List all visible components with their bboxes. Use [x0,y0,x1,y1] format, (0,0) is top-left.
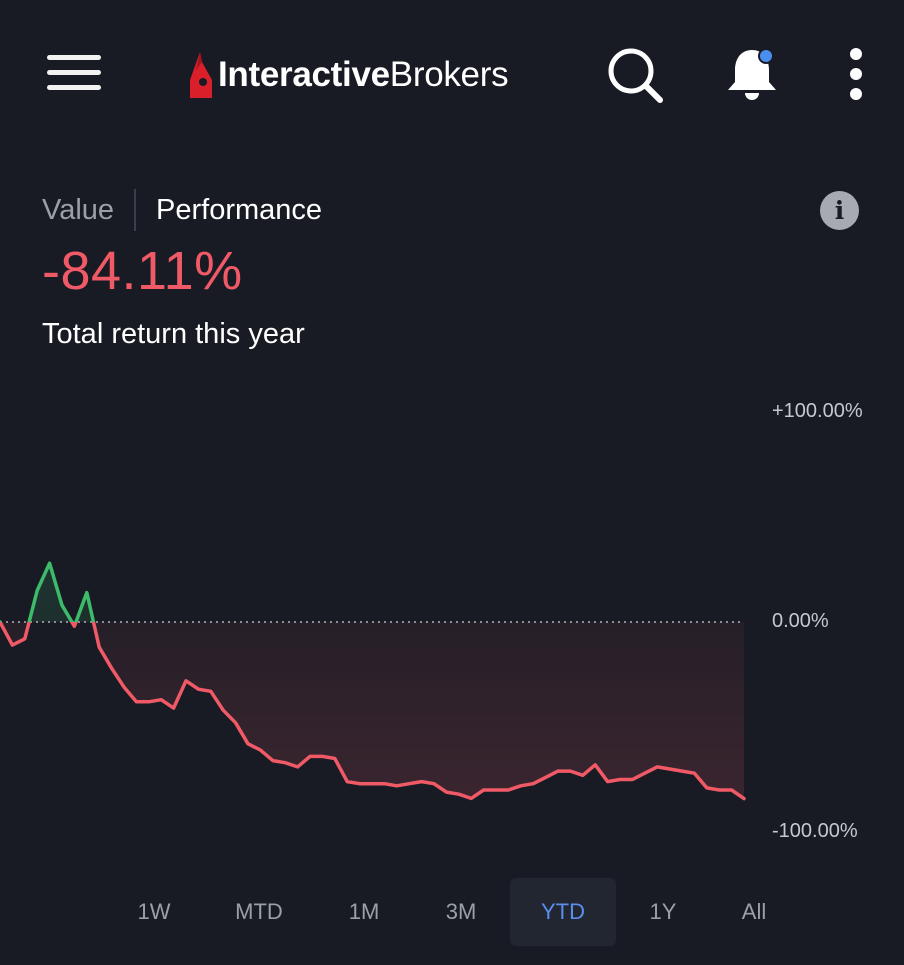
tab-performance[interactable]: Performance [156,193,323,226]
y-tick-label: +100.00% [772,400,863,422]
logo-bold-text: Interactive [218,55,390,94]
y-tick-label: -100.00% [772,820,858,842]
performance-chart[interactable]: +100.00% 0.00% -100.00% [0,390,904,865]
value-performance-toggle: Value Performance [42,188,322,232]
range-button-1y[interactable]: 1Y [649,899,677,924]
search-button[interactable] [604,44,666,106]
negative-area-fill [0,622,744,799]
series-line-negative [0,622,746,801]
interactive-brokers-logo: InteractiveBrokers [186,50,509,100]
range-button-3m[interactable]: 3M [445,899,477,924]
search-icon [608,48,663,103]
performance-line-chart[interactable] [0,390,904,860]
ib-logo-mark-icon [190,52,212,98]
range-button-1m[interactable]: 1M [348,899,380,924]
logo-regular-text: Brokers [389,55,509,94]
tab-value[interactable]: Value [42,193,115,226]
y-tick-label: 0.00% [772,610,829,632]
time-range-selector: 1W MTD 1M 3M YTD 1Y All [0,878,904,946]
range-button-1w[interactable]: 1W [137,899,171,924]
more-options-button[interactable] [836,44,876,106]
top-app-bar: InteractiveBrokers [0,0,904,150]
logo-wordmark: InteractiveBrokers [218,55,509,95]
range-button-mtd[interactable]: MTD [235,899,283,924]
info-icon[interactable]: i [820,191,859,230]
more-vertical-icon [850,48,862,100]
range-button-ytd[interactable]: YTD [510,878,616,946]
total-return-value: -84.11% [42,241,243,301]
notification-dot [758,48,774,64]
notifications-button[interactable] [722,44,782,106]
range-button-all[interactable]: All [741,899,767,924]
hamburger-icon[interactable] [44,50,104,96]
toggle-divider [134,189,137,231]
total-return-label: Total return this year [42,318,305,350]
